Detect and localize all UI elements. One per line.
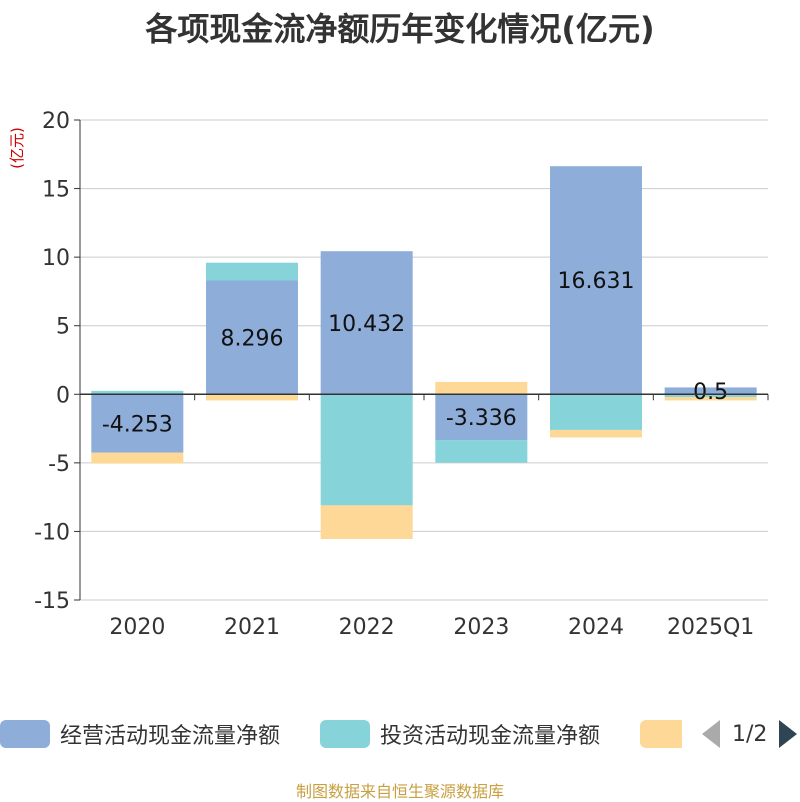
bar-2023-series-0 bbox=[435, 394, 528, 441]
bars bbox=[91, 166, 757, 539]
x-tick-label-2025Q1: 2025Q1 bbox=[667, 615, 754, 640]
legend-label-investing: 投资活动现金流量净额 bbox=[380, 724, 601, 749]
source-note: 制图数据来自恒生聚源数据库 bbox=[295, 782, 504, 801]
bar-2020-series-1 bbox=[91, 390, 184, 395]
y-tick-label: 10 bbox=[42, 246, 70, 271]
legend-item-investing[interactable]: 投资活动现金流量净额 bbox=[320, 716, 600, 752]
data-label-2021: 8.296 bbox=[221, 326, 284, 351]
bar-2024-series-1 bbox=[550, 394, 642, 430]
bar-2022-series-0 bbox=[320, 251, 413, 395]
legend-swatch-investing bbox=[320, 720, 370, 748]
legend-label-operating: 经营活动现金流量净额 bbox=[60, 724, 281, 749]
data-labels: -4.253 8.296 10.432 -3.336 16.631 0.5 bbox=[102, 269, 728, 437]
data-label-2025Q1: 0.5 bbox=[693, 380, 728, 405]
y-tick-label: 0 bbox=[56, 383, 70, 408]
bar-2022-series-2 bbox=[320, 505, 413, 539]
data-label-2024: 16.631 bbox=[558, 269, 635, 294]
pager-prev-icon[interactable] bbox=[702, 720, 720, 748]
bar-2025Q1-series-0 bbox=[664, 387, 757, 395]
pager-text: 1/2 bbox=[732, 721, 768, 747]
y-axis-unit: (亿元) bbox=[8, 127, 26, 169]
grid-lines bbox=[80, 119, 768, 601]
legend: 经营活动现金流量净额 投资活动现金流量净额 1/2 bbox=[0, 716, 800, 756]
data-label-2022: 10.432 bbox=[328, 312, 405, 337]
legend-pager: 1/2 bbox=[702, 716, 798, 752]
x-tick-label-2020: 2020 bbox=[109, 615, 165, 640]
pager-next-icon[interactable] bbox=[779, 720, 798, 748]
x-tick-label-2023: 2023 bbox=[453, 615, 509, 640]
bar-2023-series-1 bbox=[435, 440, 528, 463]
y-tick-label: -15 bbox=[34, 589, 70, 614]
legend-swatch-operating bbox=[0, 720, 50, 748]
y-tick-label: 20 bbox=[42, 109, 70, 134]
y-tick-label: 5 bbox=[56, 315, 70, 340]
x-tick-label-2022: 2022 bbox=[339, 615, 395, 640]
bar-2022-series-1 bbox=[320, 394, 413, 506]
axes: 20 15 10 5 0 -5 -10 -15 (亿元) 2020 2021 2022 2023 2024… bbox=[8, 109, 769, 640]
y-tick-label: -5 bbox=[48, 452, 70, 477]
bar-2020-series-2 bbox=[91, 452, 184, 464]
bar-2021-series-2 bbox=[206, 394, 298, 401]
data-label-2020: -4.253 bbox=[102, 412, 173, 437]
bar-2024-series-0 bbox=[550, 166, 642, 395]
legend-swatch-financing bbox=[640, 720, 682, 748]
x-tick-label-2024: 2024 bbox=[568, 615, 624, 640]
bar-2023-series-2 bbox=[435, 381, 528, 395]
y-tick-label: 15 bbox=[42, 178, 70, 203]
bar-2024-series-2 bbox=[550, 429, 642, 438]
bar-2021-series-0 bbox=[206, 280, 298, 395]
data-label-2023: -3.336 bbox=[446, 406, 517, 431]
bar-2020-series-0 bbox=[91, 394, 184, 453]
x-tick-label-2021: 2021 bbox=[224, 615, 280, 640]
chart-title: 各项现金流净额历年变化情况(亿元) bbox=[145, 10, 655, 48]
bar-2025Q1-series-2 bbox=[664, 397, 757, 401]
legend-item-operating[interactable]: 经营活动现金流量净额 bbox=[0, 716, 280, 752]
legend-item-financing[interactable] bbox=[640, 716, 682, 752]
bar-2021-series-1 bbox=[206, 262, 298, 281]
bar-2025Q1-series-1 bbox=[664, 394, 757, 398]
y-tick-label: -10 bbox=[34, 520, 70, 545]
